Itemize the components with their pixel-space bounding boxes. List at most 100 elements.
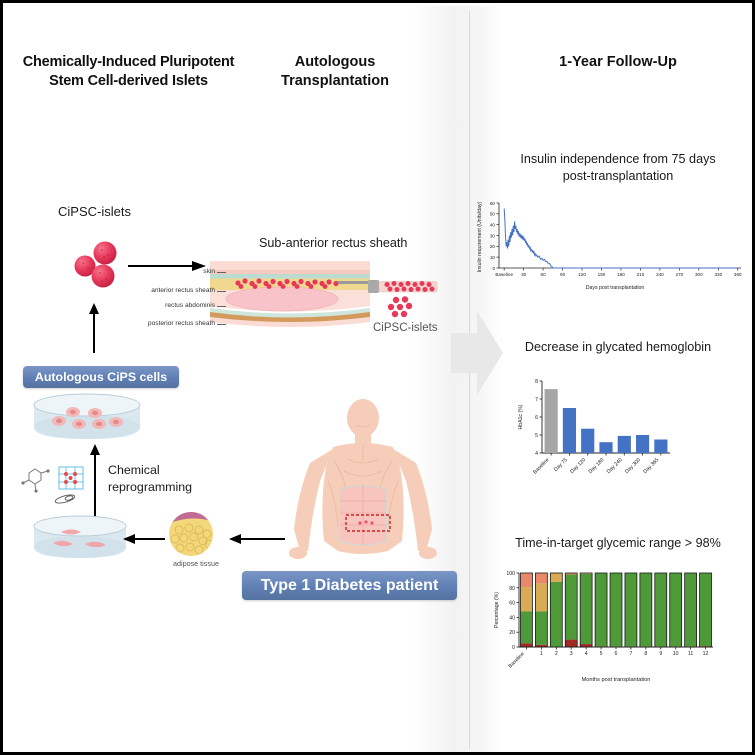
insulin-line-series: [503, 208, 738, 269]
tir-bar-segment: [535, 573, 548, 584]
insulin-x-tick: 240: [656, 272, 664, 277]
tir-y-tick: 40: [509, 615, 515, 621]
anatomy-label-skin: skin: [203, 268, 226, 275]
tir-x-tick: 6: [615, 651, 618, 657]
tir-bar-segment: [550, 581, 563, 647]
tir-y-axis-title: Percentage (%): [494, 592, 500, 628]
tir-x-tick: 3: [570, 651, 573, 657]
column-header-middle-line1: Autologous: [294, 54, 376, 70]
cipsc-islets-label-secondary: CiPSC-islets: [373, 322, 438, 334]
cipsc-islets-small-cluster-icon: [387, 296, 413, 318]
tir-bar-segment: [550, 573, 563, 582]
insulin-chart-title: Insulin independence from 75 days post-t…: [487, 151, 749, 184]
tir-y-tick: 100: [506, 571, 515, 577]
insulin-x-tick: 330: [714, 272, 722, 277]
insulin-chart-title-line2: post-transplantation: [562, 168, 674, 183]
tir-bar-segment: [580, 573, 593, 645]
hba1c-bar: [617, 435, 631, 453]
tir-bar-segment: [610, 573, 622, 647]
tir-bar-segment: [520, 587, 533, 612]
insulin-y-axis-title: Insulin requirement (Units/day): [477, 201, 483, 272]
hba1c-bar: [654, 439, 668, 453]
insulin-y-tick: 40: [490, 222, 496, 227]
hba1c-y-axis-title: HbA1c (%): [518, 404, 524, 429]
insulin-x-tick: Baseline: [495, 272, 513, 277]
tir-bar-segment: [535, 644, 548, 647]
arrow-chemical-reprogramming: [90, 444, 100, 524]
hba1c-x-tick: Day 240: [606, 457, 624, 475]
small-molecules-icon: [21, 466, 84, 504]
insulin-chart-title-line1: Insulin independence from 75 days: [520, 152, 716, 166]
tir-bar-segment: [565, 573, 578, 575]
column-header-middle-line2: Transplantation: [281, 72, 389, 89]
column-header-left: Chemically-Induced Pluripotent Stem Cell…: [21, 53, 236, 90]
tir-x-tick: 4: [585, 651, 588, 657]
column-header-middle: Autologous Transplantation: [261, 53, 409, 90]
hba1c-bar: [581, 428, 595, 453]
insulin-x-tick: 300: [695, 272, 703, 277]
hba1c-y-tick: 5: [535, 433, 538, 439]
arrow-islets-to-site: [128, 261, 210, 271]
hba1c-y-tick: 4: [535, 451, 538, 457]
insulin-y-tick: 60: [490, 201, 496, 206]
hba1c-x-tick: Day 365: [642, 457, 660, 475]
chemical-reprogramming-line1: Chemical: [108, 463, 160, 477]
tir-bar-segment: [639, 573, 652, 647]
adipose-tissue-illustration: [169, 512, 213, 556]
tir-bar-segment: [565, 639, 578, 647]
insulin-x-tick: 90: [560, 272, 566, 277]
cipsc-islet-cluster-icon: [74, 241, 117, 288]
tir-bar-segment: [654, 573, 667, 647]
insulin-x-axis-title: Days post transplantation: [586, 285, 645, 291]
panel-divider: [469, 11, 470, 749]
insulin-requirement-line-chart: 0 10 20 30 40 50 60 Baseline 30 60 90 120 150 180 210…: [477, 201, 742, 291]
chemical-reprogramming-line2: reprogramming: [108, 479, 193, 494]
tir-bar-segment: [535, 611, 548, 645]
patient-body-illustration: [289, 399, 437, 559]
tir-bar-segment: [595, 573, 608, 647]
tir-bar-segment: [624, 573, 637, 647]
process-flow-arrow-icon: [451, 311, 503, 395]
hba1c-x-tick: Day 180: [588, 457, 606, 475]
tir-chart-title: Time-in-target glycemic range > 98%: [515, 536, 721, 550]
syringe-icon: [368, 280, 438, 293]
tir-x-tick: 11: [688, 651, 693, 657]
adipose-tissue-label: adipose tissue: [173, 559, 219, 568]
insulin-y-tick: 30: [490, 233, 496, 238]
arrow-patient-to-adipose: [229, 534, 285, 544]
tir-y-tick: 0: [512, 645, 515, 651]
petri-dish-fibroblasts-illustration: [33, 515, 127, 558]
insulin-x-tick: 180: [617, 272, 625, 277]
tir-x-tick: 5: [600, 651, 603, 657]
insulin-y-tick: 20: [490, 244, 496, 249]
tir-x-tick: 2: [555, 651, 558, 657]
chemical-reprogramming-label: Chemical reprogramming: [108, 462, 192, 495]
tir-x-tick: 8: [644, 651, 647, 657]
tir-y-tick: 20: [509, 630, 515, 636]
hba1c-bar-chart: 4 5 6 7 8 Baseline Day 75 Day 120 Day 180 Day 24…: [518, 379, 670, 475]
arrow-adipose-to-dish: [123, 534, 165, 544]
insulin-y-tick: 0: [492, 266, 495, 271]
tir-bar-segment: [565, 574, 578, 640]
insulin-y-tick: 50: [490, 212, 496, 217]
insulin-x-tick: 30: [521, 272, 527, 277]
tir-x-tick: 9: [659, 651, 662, 657]
transplant-site-label: Sub-anterior rectus sheath: [259, 236, 408, 250]
hba1c-bar: [599, 442, 613, 453]
hba1c-bar: [635, 435, 650, 453]
arrow-dish-to-islets: [89, 303, 99, 353]
hba1c-y-tick: 8: [535, 379, 538, 385]
insulin-x-tick: 360: [734, 272, 742, 277]
hba1c-x-tick: Day 75: [553, 457, 569, 473]
anatomy-label-anterior-rectus-sheath: anterior rectus sheath: [151, 287, 226, 294]
anatomy-label-posterior-rectus-sheath: posterior rectus sheath: [147, 320, 227, 327]
tir-y-tick: 80: [509, 586, 515, 592]
tir-bar-segment: [520, 573, 533, 588]
tir-bar-segment: [520, 643, 533, 647]
abdominal-wall-cross-section-illustration: [210, 261, 370, 327]
anatomy-label-rectus-abdominis: rectus abdominis: [165, 302, 226, 309]
type-1-diabetes-patient-badge: Type 1 Diabetes patient: [242, 571, 457, 600]
insulin-x-tick: 270: [676, 272, 684, 277]
